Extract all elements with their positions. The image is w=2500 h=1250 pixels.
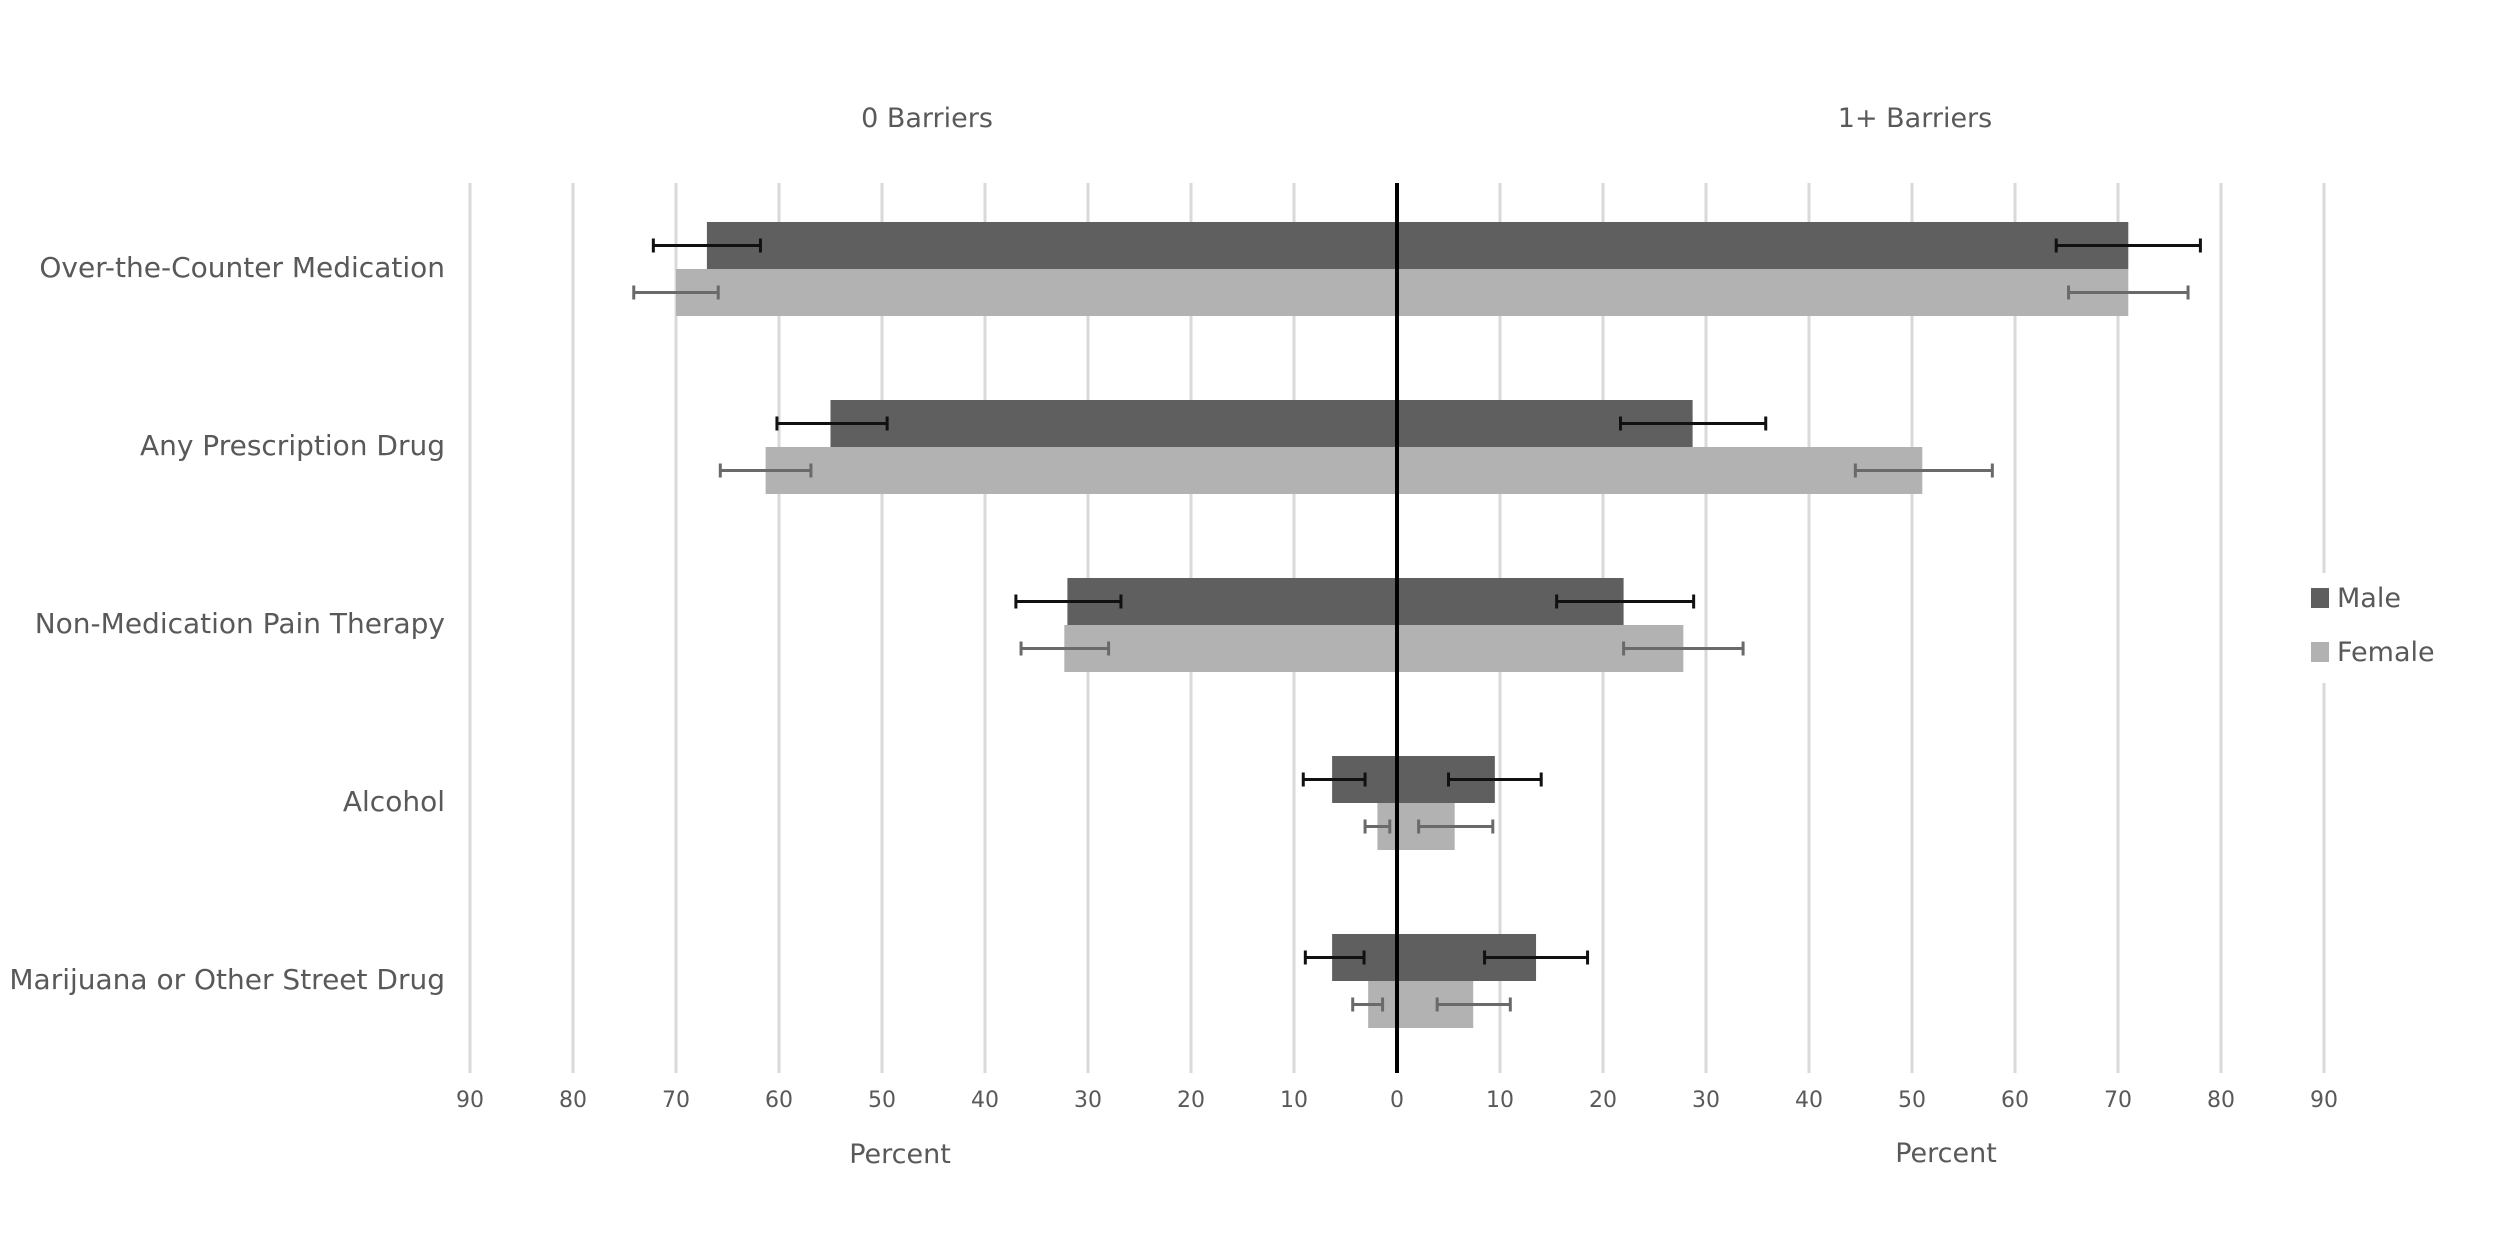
tick-label: 40 (1795, 1088, 1823, 1113)
error-bar-male-zero-barriers (1301, 772, 1367, 787)
tick-label: 60 (765, 1088, 793, 1113)
tick-label: 30 (1074, 1088, 1102, 1113)
tick-label: 20 (1177, 1088, 1205, 1113)
tick-label: 10 (1280, 1088, 1308, 1113)
tick-label: 60 (2001, 1088, 2029, 1113)
error-bar-male-zero-barriers (1014, 594, 1123, 609)
category-label: Alcohol (343, 785, 445, 818)
bar-female-zero-barriers (765, 447, 1397, 494)
bar-female-zero-barriers (676, 269, 1397, 316)
error-bar-male-one-plus-barriers (1555, 594, 1696, 609)
tick-label: 80 (559, 1088, 587, 1113)
tick-label: 40 (971, 1088, 999, 1113)
bar-female-zero-barriers (1064, 625, 1397, 672)
bar-male-zero-barriers (830, 400, 1397, 447)
error-bar-female-zero-barriers (1019, 641, 1111, 656)
bar-male-one-plus-barriers (1397, 222, 2129, 269)
panel-title-one-plus-barriers: 1+ Barriers (1838, 103, 1992, 134)
error-bar-female-one-plus-barriers (1417, 819, 1495, 834)
category-label: Non-Medication Pain Therapy (35, 607, 445, 640)
error-bar-female-zero-barriers (1363, 819, 1392, 834)
error-bar-male-one-plus-barriers (1447, 772, 1543, 787)
category-label: Any Prescription Drug (140, 429, 445, 462)
error-bar-female-one-plus-barriers (1853, 463, 1994, 478)
tick-label: 10 (1486, 1088, 1514, 1113)
tick-label: 70 (2104, 1088, 2132, 1113)
tick-label: 70 (662, 1088, 690, 1113)
x-axis-label-left: Percent (849, 1139, 951, 1170)
error-bar-female-one-plus-barriers (1435, 997, 1512, 1012)
category-label: Marijuana or Other Street Drug (9, 963, 445, 996)
error-bar-female-zero-barriers (718, 463, 813, 478)
error-bar-male-one-plus-barriers (1483, 950, 1590, 965)
legend: Male Female (2296, 573, 2446, 683)
legend-label-male: Male (2337, 583, 2401, 614)
tick-label: 0 (1390, 1088, 1404, 1113)
error-bar-female-zero-barriers (1351, 997, 1385, 1012)
bars (676, 222, 2129, 1028)
bar-male-zero-barriers (706, 222, 1397, 269)
legend-swatch-female (2311, 642, 2329, 662)
error-bar-male-one-plus-barriers (1619, 416, 1768, 431)
error-bar-male-zero-barriers (1303, 950, 1366, 965)
x-axis-label-right: Percent (1895, 1138, 1997, 1169)
error-bars (632, 238, 2202, 1012)
tick-label: 90 (2310, 1088, 2338, 1113)
error-bar-male-one-plus-barriers (2054, 238, 2202, 253)
legend-swatch-male (2311, 588, 2329, 608)
category-label: Over-the-Counter Medication (39, 251, 445, 284)
legend-label-female: Female (2337, 637, 2435, 668)
error-bar-female-zero-barriers (632, 285, 720, 300)
tick-label: 50 (1898, 1088, 1926, 1113)
tick-labels: 90 80 70 60 50 40 30 20 10 0 10 20 30 40 50 60 70 80 90 (456, 1088, 2338, 1113)
error-bar-male-zero-barriers (651, 238, 762, 253)
tick-label: 30 (1692, 1088, 1720, 1113)
tick-label: 80 (2207, 1088, 2235, 1113)
tick-label: 90 (456, 1088, 484, 1113)
bar-female-one-plus-barriers (1397, 269, 2129, 316)
category-labels: Over-the-Counter Medication Any Prescript… (9, 251, 445, 996)
error-bar-female-one-plus-barriers (2067, 285, 2190, 300)
error-bar-female-one-plus-barriers (1622, 641, 1745, 656)
tick-label: 50 (868, 1088, 896, 1113)
error-bar-male-zero-barriers (775, 416, 889, 431)
panel-title-zero-barriers: 0 Barriers (861, 103, 993, 134)
bar-female-one-plus-barriers (1397, 447, 1923, 494)
tick-label: 20 (1589, 1088, 1617, 1113)
